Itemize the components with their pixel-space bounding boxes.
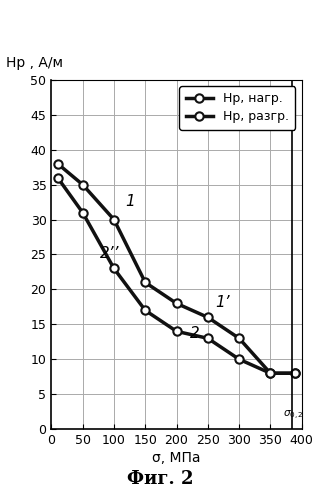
Text: Фиг. 2: Фиг. 2 — [127, 470, 194, 488]
Text: 2: 2 — [190, 326, 200, 341]
X-axis label: σ, МПа: σ, МПа — [152, 451, 201, 465]
Text: 1: 1 — [125, 194, 135, 209]
Text: $\sigma_{0,2}$: $\sigma_{0,2}$ — [283, 409, 304, 422]
Text: 1’: 1’ — [215, 295, 230, 310]
Text: 2’’: 2’’ — [100, 246, 119, 261]
Text: Нр , А/м: Нр , А/м — [6, 56, 64, 70]
Legend: Нр, нагр., Нр, разгр.: Нр, нагр., Нр, разгр. — [179, 86, 296, 130]
